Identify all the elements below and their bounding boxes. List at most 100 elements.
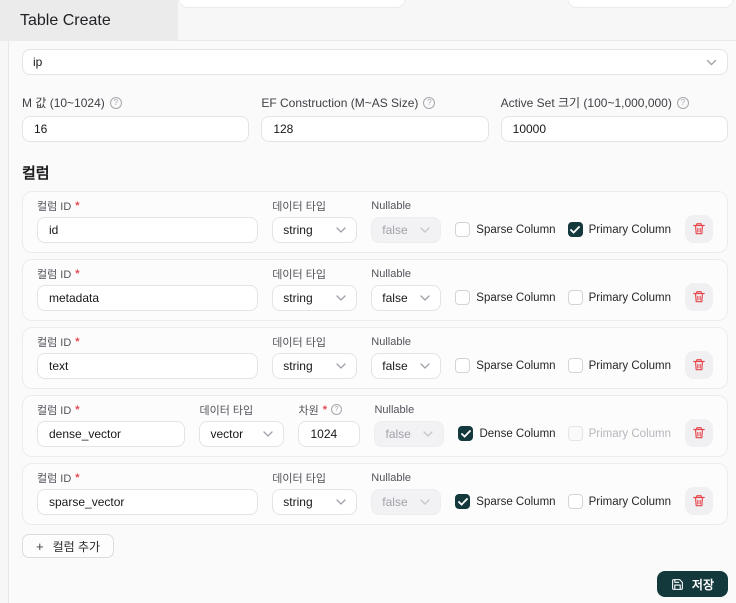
checkbox-checked-icon — [458, 426, 474, 441]
column-row-metadata: 컬럼 ID* 데이터 타입 string Nullable false — [22, 259, 728, 321]
help-icon[interactable] — [331, 404, 343, 415]
chevron-down-icon — [336, 363, 346, 369]
checkbox-icon — [567, 358, 583, 373]
checkbox-checked-icon — [567, 222, 583, 237]
save-icon — [671, 578, 683, 590]
column-id-label: 컬럼 ID * — [37, 335, 80, 349]
data-type-label: 데이터 타입 — [272, 336, 326, 349]
delete-column-button[interactable] — [685, 283, 713, 311]
checkbox-icon — [455, 358, 471, 373]
data-type-label: 데이터 타입 — [272, 200, 326, 213]
trash-icon — [693, 359, 705, 371]
nullable-label: Nullable — [371, 199, 412, 212]
columns-section-title: 컬럼 — [22, 165, 50, 182]
trash-icon — [693, 223, 705, 235]
chevron-down-icon — [336, 295, 346, 301]
primary-column-checkbox[interactable]: Primary Column — [567, 222, 671, 237]
nullable-select[interactable]: false — [371, 285, 442, 311]
column-id-input[interactable] — [37, 489, 259, 515]
column-id-input[interactable] — [37, 285, 259, 311]
primary-column-checkbox: Primary Column — [567, 426, 671, 441]
chevron-down-icon — [706, 59, 717, 65]
top-cutoff-input-1 — [178, 0, 406, 8]
nullable-select: false — [374, 421, 445, 447]
chevron-down-icon — [423, 431, 434, 437]
checkbox-icon — [567, 426, 583, 441]
sparse-column-checkbox[interactable]: Sparse Column — [455, 358, 556, 373]
nullable-label: Nullable — [371, 267, 412, 280]
data-type-select[interactable]: string — [272, 285, 358, 311]
primary-column-checkbox[interactable]: Primary Column — [567, 358, 671, 373]
data-type-select[interactable]: string — [272, 217, 358, 243]
checkbox-icon — [455, 222, 471, 237]
ef-construction-input[interactable] — [261, 116, 489, 142]
data-type-select[interactable]: string — [272, 489, 358, 515]
chevron-down-icon — [420, 295, 430, 301]
param-m-value: M 값 (10~1024) — [22, 95, 250, 142]
chevron-down-icon — [420, 363, 430, 369]
param-label: EF Construction (M~AS Size) — [261, 95, 488, 110]
column-row-dense-vector: 컬럼 ID* 데이터 타입 vector 차원* Nullable false — [22, 395, 728, 457]
tab-title: Table Create — [20, 11, 111, 29]
save-button[interactable]: 저장 — [656, 571, 728, 597]
chevron-down-icon — [263, 431, 274, 437]
nullable-select[interactable]: false — [371, 353, 442, 379]
nullable-label: Nullable — [371, 471, 412, 484]
metric-select-value: ip — [33, 55, 43, 69]
data-type-select[interactable]: vector — [199, 421, 285, 447]
column-id-input[interactable] — [37, 353, 259, 379]
primary-column-checkbox[interactable]: Primary Column — [567, 494, 671, 509]
delete-column-button[interactable] — [685, 351, 713, 379]
dimension-label: 차원 * — [298, 403, 360, 417]
param-label: M 값 (10~1024) — [22, 95, 249, 110]
m-value-input[interactable] — [22, 116, 250, 142]
column-id-label: 컬럼 ID * — [37, 471, 80, 485]
tab-table-create[interactable]: Table Create — [0, 0, 178, 41]
data-type-label: 데이터 타입 — [272, 268, 326, 281]
column-id-label: 컬럼 ID * — [37, 267, 80, 281]
delete-column-button[interactable] — [685, 215, 713, 243]
column-id-input[interactable] — [37, 421, 186, 447]
top-cutoff-input-2 — [567, 0, 734, 8]
column-list: 컬럼 ID* 데이터 타입 string Nullable false — [22, 191, 728, 525]
primary-column-checkbox[interactable]: Primary Column — [567, 290, 671, 305]
plus-icon: + — [36, 538, 44, 554]
nullable-label: Nullable — [374, 403, 415, 416]
trash-icon — [693, 291, 705, 303]
column-id-label: 컬럼 ID * — [37, 199, 80, 213]
param-ef-construction: EF Construction (M~AS Size) — [261, 95, 489, 142]
checkbox-icon — [455, 290, 471, 305]
dense-column-checkbox[interactable]: Dense Column — [458, 426, 556, 441]
column-row-sparse-vector: 컬럼 ID* 데이터 타입 string Nullable false — [22, 463, 728, 525]
chevron-down-icon — [420, 227, 430, 233]
param-label: Active Set 크기 (100~1,000,000) — [501, 95, 728, 110]
column-row-id: 컬럼 ID* 데이터 타입 string Nullable false — [22, 191, 728, 253]
data-type-label: 데이터 타입 — [199, 404, 254, 417]
help-icon[interactable] — [109, 96, 122, 109]
metric-select[interactable]: ip — [22, 49, 728, 75]
active-set-size-input[interactable] — [500, 116, 728, 142]
data-type-label: 데이터 타입 — [272, 472, 326, 485]
footer-actions: 저장 — [22, 571, 728, 597]
delete-column-button[interactable] — [685, 419, 713, 447]
data-type-select[interactable]: string — [272, 353, 358, 379]
trash-icon — [693, 495, 705, 507]
sparse-column-checkbox[interactable]: Sparse Column — [455, 290, 556, 305]
chevron-down-icon — [336, 227, 346, 233]
trash-icon — [693, 427, 705, 439]
index-params-row: M 값 (10~1024) EF Construction (M~AS Size… — [22, 95, 728, 142]
table-create-panel: ip M 값 (10~1024) EF Construction (M~AS S… — [8, 40, 736, 603]
help-icon[interactable] — [676, 96, 689, 109]
delete-column-button[interactable] — [685, 487, 713, 515]
nullable-select: false — [371, 217, 442, 243]
dimension-input[interactable] — [298, 421, 361, 447]
help-icon[interactable] — [423, 96, 436, 109]
sparse-column-checkbox[interactable]: Sparse Column — [455, 222, 556, 237]
add-column-button[interactable]: + 컬럼 추가 — [22, 534, 115, 558]
nullable-label: Nullable — [371, 335, 412, 348]
checkbox-checked-icon — [455, 494, 471, 509]
column-id-input[interactable] — [37, 217, 259, 243]
column-row-text: 컬럼 ID* 데이터 타입 string Nullable false — [22, 327, 728, 389]
sparse-column-checkbox[interactable]: Sparse Column — [455, 494, 556, 509]
column-id-label: 컬럼 ID * — [37, 403, 80, 417]
